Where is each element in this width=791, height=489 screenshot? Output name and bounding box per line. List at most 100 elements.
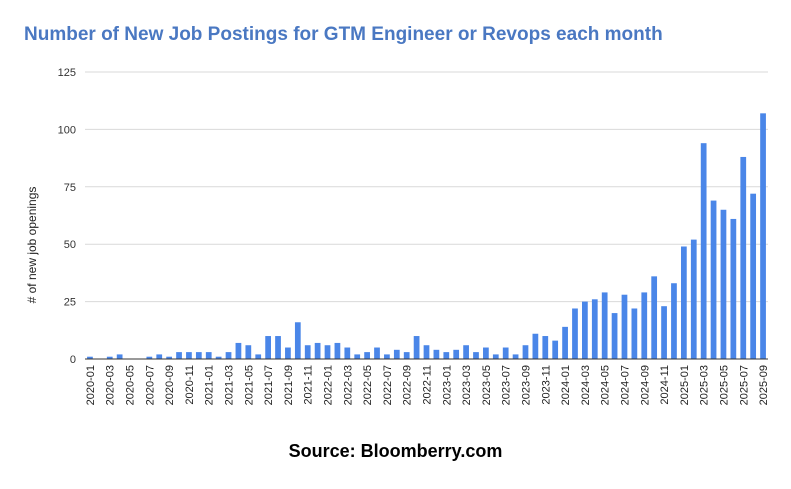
bar-2025-04 <box>710 200 717 359</box>
bar-2021-12 <box>314 342 321 359</box>
bar-2022-09 <box>403 352 410 359</box>
bar-2023-03 <box>463 345 469 359</box>
y-tick-label: 75 <box>64 182 76 194</box>
bar-2024-11 <box>661 306 667 359</box>
x-tick-label: 2023-03 <box>461 365 473 405</box>
x-tick-label: 2022-07 <box>382 365 394 405</box>
bar-2023-09 <box>522 345 529 359</box>
bar-2024-10 <box>651 276 658 359</box>
x-tick-label: 2025-09 <box>758 365 770 405</box>
source-caption: Source: Bloomberry.com <box>288 441 503 461</box>
x-tick-label: 2023-05 <box>481 365 493 405</box>
bar-2022-02 <box>334 342 341 359</box>
x-tick-label: 2021-07 <box>263 365 275 405</box>
bar-2021-04 <box>235 342 242 359</box>
bar-2021-08 <box>275 336 281 359</box>
x-tick-label: 2024-07 <box>619 365 631 405</box>
y-tick-label: 125 <box>58 67 76 79</box>
x-tick-label: 2025-05 <box>718 365 730 405</box>
bar-2020-01 <box>87 356 93 359</box>
bar-2025-05 <box>720 209 727 359</box>
x-tick-label: 2020-03 <box>105 365 117 405</box>
bar-2022-07 <box>384 354 390 359</box>
x-tick-label: 2020-11 <box>184 365 196 405</box>
x-tick-label: 2024-03 <box>580 365 592 405</box>
bar-2021-07 <box>265 336 271 359</box>
x-tick-label: 2023-11 <box>540 365 552 405</box>
bar-2024-06 <box>611 313 618 359</box>
bar-2024-09 <box>641 292 648 359</box>
bar-2021-11 <box>304 345 311 359</box>
x-tick-label: 2020-05 <box>125 365 137 405</box>
bar-2023-12 <box>552 340 559 359</box>
bar-2025-03 <box>700 143 707 359</box>
x-tick-label: 2025-07 <box>738 365 750 405</box>
bar-2023-01 <box>443 352 450 359</box>
bar-2022-11 <box>423 345 430 359</box>
bar-2020-11 <box>186 352 192 359</box>
bar-2021-03 <box>225 352 232 359</box>
bar-2023-11 <box>542 336 549 359</box>
x-tick-label: 2024-09 <box>639 365 651 405</box>
bar-2025-06 <box>730 218 737 359</box>
y-tick-label: 0 <box>70 354 76 366</box>
x-tick-label: 2023-07 <box>501 365 513 405</box>
y-axis-label: # of new job openings <box>25 187 39 304</box>
bar-2025-01 <box>680 246 687 359</box>
bar-2024-12 <box>671 283 677 359</box>
bar-2024-07 <box>621 294 628 359</box>
x-tick-label: 2021-09 <box>283 365 295 405</box>
x-tick-label: 2020-07 <box>144 365 156 405</box>
bar-2022-08 <box>393 349 400 359</box>
x-tick-label: 2022-03 <box>342 365 354 405</box>
bar-2021-01 <box>205 352 212 359</box>
x-tick-label: 2020-01 <box>85 365 97 405</box>
bar-2020-10 <box>176 352 182 359</box>
bar-2025-02 <box>690 239 697 359</box>
bar-2022-05 <box>364 352 370 359</box>
bar-2023-02 <box>453 349 460 359</box>
x-tick-label: 2022-01 <box>323 365 335 405</box>
bar-2023-04 <box>473 352 479 359</box>
x-tick-label: 2023-09 <box>520 365 532 405</box>
x-tick-label: 2022-09 <box>402 365 414 405</box>
bar-2023-05 <box>483 347 489 359</box>
bar-2022-01 <box>324 345 331 359</box>
bar-2021-09 <box>285 347 291 359</box>
bar-2023-06 <box>492 354 499 359</box>
x-tick-label: 2025-01 <box>679 365 691 405</box>
x-tick-label: 2025-03 <box>699 365 711 405</box>
bar-2022-06 <box>374 347 380 359</box>
bar-2024-01 <box>562 326 568 359</box>
x-tick-label: 2024-01 <box>560 365 572 405</box>
x-tick-label: 2021-05 <box>243 365 255 405</box>
bar-2022-12 <box>433 349 440 359</box>
bar-2020-09 <box>166 356 173 359</box>
x-tick-label: 2022-05 <box>362 365 374 405</box>
bar-2022-04 <box>354 354 361 359</box>
bar-2024-05 <box>601 292 608 359</box>
x-tick-label: 2021-03 <box>224 365 236 405</box>
bar-2021-10 <box>294 322 301 359</box>
bar-2020-12 <box>195 352 202 359</box>
axes: 0 25 50 75 100 125 2020-01 2020-03 2020-05 2020-0… <box>58 67 770 405</box>
bar-2020-08 <box>156 354 163 359</box>
y-tick-label: 50 <box>64 239 76 251</box>
x-tick-label: 2024-11 <box>659 365 671 405</box>
x-tick-label: 2022-11 <box>422 365 434 405</box>
bar-2020-04 <box>116 354 123 359</box>
bar-2025-09 <box>760 113 766 359</box>
bar-2024-02 <box>572 308 578 359</box>
bar-2023-07 <box>502 347 509 359</box>
bar-2024-04 <box>591 299 598 359</box>
x-tick-label: 2023-01 <box>441 365 453 405</box>
bar-2024-08 <box>631 308 638 359</box>
bar-2023-08 <box>512 354 519 359</box>
bar-2024-03 <box>582 301 588 359</box>
bars <box>87 113 766 359</box>
chart-title: Number of New Job Postings for GTM Engin… <box>24 24 663 45</box>
bar-2020-07 <box>146 356 153 359</box>
bar-2023-10 <box>532 333 539 359</box>
bar-2021-05 <box>245 345 252 359</box>
bar-2021-02 <box>215 356 222 359</box>
